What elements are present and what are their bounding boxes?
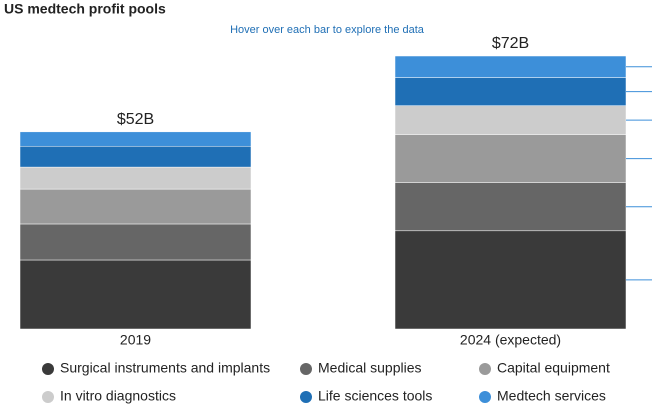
x-tick-label: 2024 (expected) — [460, 332, 561, 348]
legend-swatch — [300, 363, 312, 375]
bar-segment — [19, 166, 252, 190]
legend-swatch — [300, 391, 312, 403]
bar-segment — [394, 77, 627, 106]
bar-segment — [19, 188, 252, 225]
bar-segment — [19, 259, 252, 330]
bar-segment — [394, 55, 627, 78]
total-label: $72B — [492, 35, 529, 52]
legend-label: Medical supplies — [318, 360, 422, 376]
bar-segment — [19, 223, 252, 261]
legend-label: Capital equipment — [497, 360, 610, 376]
legend-swatch — [42, 363, 54, 375]
bar-segment — [394, 134, 627, 183]
x-tick-label: 2019 — [120, 332, 151, 348]
bar-segment — [394, 230, 627, 330]
legend-label: Surgical instruments and implants — [60, 360, 270, 376]
chart-subtitle: Hover over each bar to explore the data — [230, 24, 425, 36]
legend-swatch — [479, 391, 491, 403]
legend-label: Life sciences tools — [318, 388, 432, 404]
bar-segment — [19, 131, 252, 147]
bar-segment — [394, 105, 627, 135]
bar-segment — [394, 182, 627, 232]
legend-label: Medtech services — [497, 388, 606, 404]
bar-segment — [19, 145, 252, 168]
legend-swatch — [42, 391, 54, 403]
legend-label: In vitro diagnostics — [60, 388, 176, 404]
chart-title: US medtech profit pools — [4, 1, 166, 17]
total-label: $52B — [117, 111, 154, 128]
legend-swatch — [479, 363, 491, 375]
